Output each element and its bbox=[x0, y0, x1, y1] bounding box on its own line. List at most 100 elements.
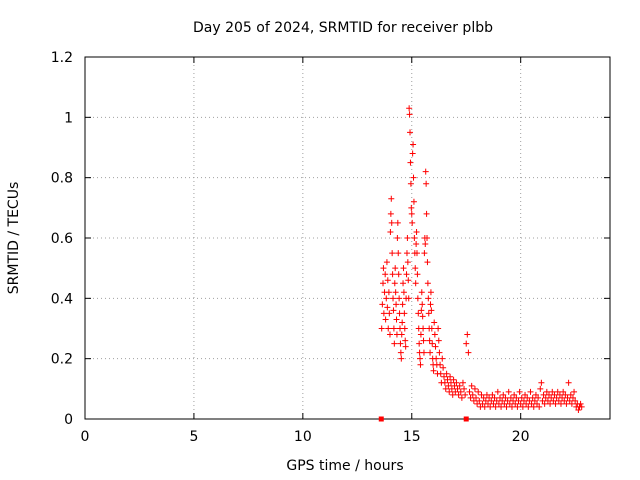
data-point bbox=[417, 361, 424, 368]
data-point bbox=[515, 397, 522, 404]
data-point bbox=[389, 250, 396, 257]
data-point bbox=[456, 382, 463, 389]
data-point bbox=[392, 289, 399, 296]
data-point bbox=[404, 259, 411, 266]
data-point bbox=[466, 388, 473, 395]
data-point bbox=[390, 295, 397, 302]
data-point bbox=[443, 370, 450, 377]
data-point bbox=[478, 391, 485, 398]
data-point bbox=[425, 295, 432, 302]
data-point bbox=[390, 307, 397, 314]
data-point bbox=[386, 331, 393, 338]
data-point bbox=[429, 340, 436, 347]
data-point bbox=[547, 400, 554, 407]
data-point bbox=[532, 391, 539, 398]
data-point bbox=[408, 204, 415, 211]
data-point bbox=[437, 370, 444, 377]
data-point bbox=[389, 271, 396, 278]
data-point bbox=[480, 394, 487, 401]
data-point bbox=[524, 394, 531, 401]
y-tick-label: 0.2 bbox=[51, 352, 73, 368]
x-tick-label: 0 bbox=[81, 429, 90, 445]
data-point bbox=[498, 403, 505, 410]
data-point bbox=[424, 280, 431, 287]
data-point bbox=[483, 391, 490, 398]
data-point bbox=[385, 289, 392, 296]
data-point bbox=[448, 385, 455, 392]
data-point bbox=[487, 403, 494, 410]
data-point bbox=[577, 400, 584, 407]
data-point bbox=[464, 331, 471, 338]
data-point bbox=[419, 313, 426, 320]
data-point bbox=[439, 355, 446, 362]
axis-ticks bbox=[84, 56, 610, 420]
data-point bbox=[410, 174, 417, 181]
data-point bbox=[554, 388, 561, 395]
data-point bbox=[413, 241, 420, 248]
data-point bbox=[496, 394, 503, 401]
data-point bbox=[391, 280, 398, 287]
data-point bbox=[405, 295, 412, 302]
data-point bbox=[510, 397, 517, 404]
data-point bbox=[433, 355, 440, 362]
data-point bbox=[394, 219, 401, 226]
data-point bbox=[468, 382, 475, 389]
x-axis-label: GPS time / hours bbox=[286, 458, 403, 474]
data-point bbox=[385, 325, 392, 332]
data-point bbox=[422, 241, 429, 248]
data-point bbox=[400, 289, 407, 296]
data-point bbox=[543, 388, 550, 395]
data-point bbox=[523, 400, 530, 407]
data-point bbox=[488, 397, 495, 404]
data-point bbox=[491, 394, 498, 401]
data-point bbox=[566, 397, 573, 404]
data-point bbox=[412, 280, 419, 287]
data-point bbox=[435, 325, 442, 332]
data-point bbox=[508, 403, 515, 410]
data-point bbox=[537, 385, 544, 392]
data-point bbox=[430, 367, 437, 374]
data-point bbox=[499, 397, 506, 404]
data-point bbox=[470, 397, 477, 404]
data-point bbox=[482, 397, 489, 404]
data-point bbox=[479, 400, 486, 407]
data-point bbox=[437, 361, 444, 368]
data-point bbox=[431, 331, 438, 338]
data-point bbox=[417, 331, 424, 338]
data-point bbox=[529, 394, 536, 401]
data-point bbox=[541, 400, 548, 407]
data-point bbox=[405, 277, 412, 284]
data-point bbox=[378, 325, 385, 332]
y-axis-label: SRMTID / TECUs bbox=[6, 182, 22, 295]
data-point bbox=[408, 210, 415, 217]
data-point bbox=[440, 364, 447, 371]
data-point bbox=[380, 265, 387, 272]
data-point bbox=[386, 310, 393, 317]
data-point bbox=[423, 180, 430, 187]
data-point bbox=[505, 388, 512, 395]
data-point bbox=[514, 403, 521, 410]
data-point bbox=[415, 310, 422, 317]
data-point bbox=[475, 388, 482, 395]
data-point bbox=[486, 394, 493, 401]
data-point bbox=[417, 355, 424, 362]
data-point bbox=[471, 385, 478, 392]
data-point bbox=[421, 250, 428, 257]
y-tick-label: 1 bbox=[64, 110, 73, 126]
data-point bbox=[519, 403, 526, 410]
data-point bbox=[388, 219, 395, 226]
data-point bbox=[435, 337, 442, 344]
data-point bbox=[398, 355, 405, 362]
data-point bbox=[461, 385, 468, 392]
y-tick-labels: 0 0.2 0.4 0.6 0.8 1 1.2 bbox=[51, 50, 73, 428]
data-point bbox=[469, 391, 476, 398]
data-point bbox=[394, 235, 401, 241]
data-point bbox=[425, 310, 432, 317]
data-point bbox=[413, 228, 420, 235]
data-point bbox=[445, 382, 452, 389]
data-point bbox=[502, 394, 509, 401]
data-point bbox=[560, 388, 567, 395]
data-point bbox=[397, 349, 404, 356]
data-point bbox=[501, 400, 508, 407]
data-point bbox=[384, 304, 391, 311]
